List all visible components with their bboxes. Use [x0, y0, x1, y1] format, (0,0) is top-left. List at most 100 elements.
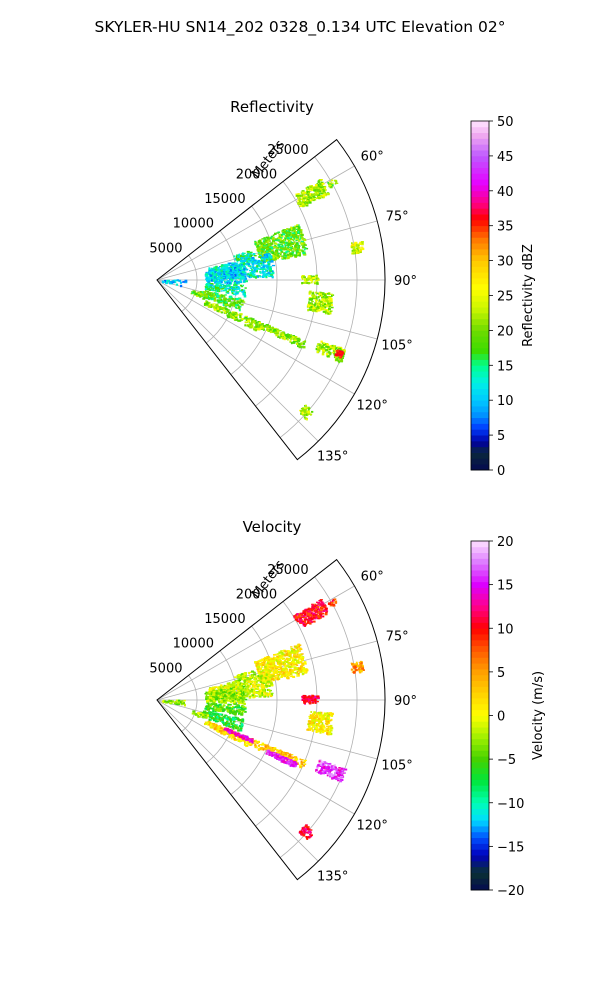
echo-pixel — [317, 601, 321, 604]
echo-pixel — [316, 606, 320, 609]
echo-pixel — [278, 244, 281, 248]
echo-pixel — [215, 709, 218, 711]
echo-pixel — [211, 304, 214, 307]
echo-pixel — [302, 622, 305, 624]
echo-pixel — [335, 347, 338, 349]
echo-pixel — [274, 658, 277, 661]
echo-pixel — [275, 332, 279, 334]
echo-pixel — [308, 301, 310, 304]
echo-pixel — [294, 255, 298, 258]
echo-pixel — [239, 319, 242, 321]
echo-pixel — [315, 610, 318, 613]
echo-pixel — [216, 704, 220, 706]
echo-pixel — [332, 348, 335, 351]
echo-pixel — [212, 297, 215, 300]
echo-pixel — [267, 666, 270, 668]
echo-pixel — [216, 279, 219, 282]
echo-pixel — [296, 242, 299, 244]
echo-pixel — [224, 263, 227, 266]
echo-pixel — [312, 277, 316, 280]
echo-pixel — [258, 695, 262, 698]
echo-pixel — [232, 686, 235, 688]
echo-pixel — [289, 662, 291, 665]
echo-pixel — [269, 268, 272, 271]
echo-pixel — [260, 258, 264, 260]
colorbar-segment — [471, 458, 489, 465]
echo-pixel — [290, 663, 293, 666]
echo-pixel — [204, 693, 207, 695]
echo-pixel — [304, 623, 307, 626]
echo-pixel — [252, 275, 256, 278]
echo-pixel — [231, 692, 234, 694]
echo-pixel — [271, 246, 274, 250]
echo-pixel — [309, 618, 312, 621]
echo-pixel — [331, 603, 335, 606]
colorbar-segment — [471, 260, 489, 267]
echo-pixel — [240, 673, 244, 675]
echo-pixel — [319, 307, 322, 310]
echo-pixel — [312, 294, 316, 297]
echo-pixel — [206, 288, 208, 290]
echo-pixel — [215, 285, 219, 287]
echo-pixel — [248, 671, 250, 675]
echo-pixel — [218, 692, 221, 695]
echo-pixel — [297, 616, 300, 619]
echo-pixel — [285, 247, 288, 250]
echo-pixel — [215, 703, 218, 706]
echo-pixel — [256, 248, 259, 251]
echo-pixel — [205, 296, 209, 299]
echo-pixel — [233, 692, 236, 695]
echo-pixel — [220, 287, 224, 290]
echo-pixel — [206, 303, 210, 306]
echo-pixel — [206, 700, 210, 703]
colorbar-segment — [471, 417, 489, 424]
echo-pixel — [298, 196, 302, 198]
radial-tick-label: 20000 — [236, 168, 277, 183]
echo-pixel — [182, 281, 185, 283]
echo-pixel — [229, 304, 233, 307]
echo-pixel — [243, 694, 247, 696]
echo-pixel — [299, 618, 303, 622]
echo-pixel — [214, 297, 216, 300]
echo-pixel — [262, 661, 266, 664]
echo-pixel — [224, 281, 227, 284]
echo-pixel — [293, 229, 296, 232]
echo-pixel — [253, 270, 256, 273]
echo-pixel — [266, 257, 269, 260]
echo-pixel — [274, 257, 278, 259]
echo-pixel — [242, 675, 245, 678]
echo-pixel — [278, 651, 281, 654]
echo-pixel — [255, 321, 258, 324]
echo-pixel — [233, 299, 236, 302]
echo-pixel — [296, 675, 299, 677]
echo-pixel — [246, 268, 249, 271]
echo-pixel — [275, 243, 278, 245]
echo-pixel — [288, 668, 292, 671]
echo-pixel — [224, 699, 228, 702]
colorbar-segment — [471, 336, 489, 343]
echo-pixel — [270, 235, 274, 237]
colorbar-tick-label: 25 — [497, 290, 514, 305]
echo-pixel — [310, 199, 313, 202]
echo-pixel — [291, 652, 294, 654]
echo-pixel — [239, 279, 242, 282]
echo-pixel — [227, 707, 230, 710]
echo-pixel — [314, 198, 317, 201]
echo-pixel — [317, 192, 319, 194]
echo-pixel — [311, 610, 314, 612]
echo-pixel — [319, 294, 322, 297]
echo-pixel — [227, 269, 230, 272]
echo-field — [161, 598, 365, 840]
echo-pixel — [322, 604, 326, 607]
echo-pixel — [244, 710, 247, 713]
echo-pixel — [293, 651, 297, 654]
echo-pixel — [211, 272, 214, 275]
echo-pixel — [218, 698, 221, 700]
echo-pixel — [255, 267, 258, 271]
echo-pixel — [234, 316, 238, 319]
echo-pixel — [352, 248, 356, 251]
echo-pixel — [235, 705, 238, 708]
echo-pixel — [271, 275, 274, 278]
echo-pixel — [277, 658, 279, 661]
echo-pixel — [262, 252, 265, 254]
